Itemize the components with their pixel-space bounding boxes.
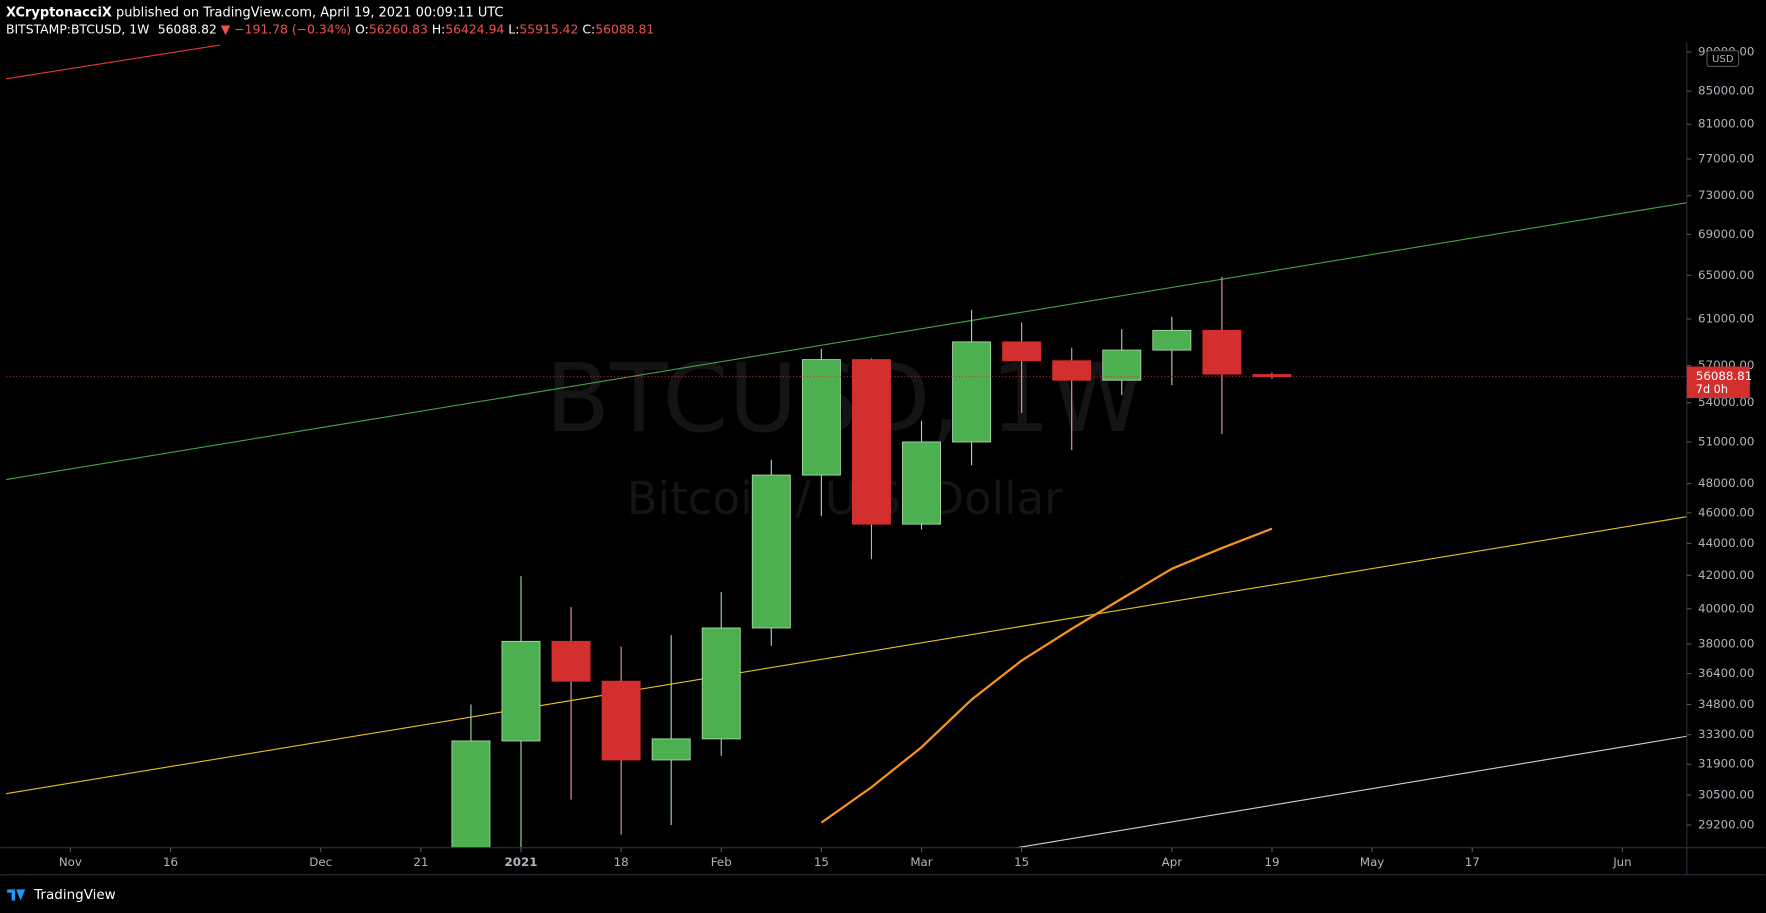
h-value: 56424.94 — [445, 22, 504, 36]
x-tick-label: 17 — [1465, 855, 1480, 869]
y-tick-label: 54000.00 — [1698, 395, 1754, 409]
y-tick-label: 33300.00 — [1698, 727, 1754, 741]
trend-line — [6, 202, 1687, 481]
symbol: BITSTAMP:BTCUSD, 1W — [6, 22, 149, 36]
candle-body — [1152, 329, 1192, 351]
candle-body — [1052, 360, 1092, 381]
change: ▼ −191.78 (−0.34%) — [221, 22, 351, 36]
y-tick-label: 69000.00 — [1698, 227, 1754, 241]
x-tick-label: 16 — [163, 855, 178, 869]
x-tick-label: 18 — [614, 855, 629, 869]
currency-box — [1706, 50, 1740, 67]
c-value: 56088.81 — [595, 22, 654, 36]
x-tick-label: May — [1360, 855, 1384, 869]
candle-body — [902, 441, 941, 525]
y-tick-label: 30500.00 — [1698, 788, 1754, 802]
candle-body — [451, 740, 491, 848]
axes: 90000.0085000.0081000.0077000.0073000.00… — [59, 44, 1755, 868]
candle-body — [551, 640, 591, 682]
x-tick-label: Jun — [1612, 855, 1631, 869]
y-tick-label: 31900.00 — [1698, 757, 1754, 771]
candle-body — [952, 341, 992, 443]
countdown: 7d 0h — [1696, 383, 1728, 396]
candle-body — [651, 738, 691, 761]
y-tick-label: 51000.00 — [1698, 434, 1754, 448]
x-tick-label: 21 — [413, 855, 428, 869]
y-tick-label: 38000.00 — [1698, 637, 1754, 651]
candle-body — [751, 474, 791, 629]
l-value: 55915.42 — [519, 22, 578, 36]
candle-body — [851, 359, 891, 525]
y-tick-label: 81000.00 — [1698, 117, 1754, 131]
x-tick-label: Mar — [910, 855, 932, 869]
l-label: L: — [508, 22, 519, 36]
x-tick-label: 15 — [1014, 855, 1029, 869]
drawings — [6, 44, 1687, 848]
y-tick-label: 77000.00 — [1698, 152, 1754, 166]
price-tag — [1686, 366, 1750, 399]
moving-average — [820, 527, 1273, 824]
author: XCryptonacciX — [6, 5, 112, 20]
trend-line — [1016, 735, 1687, 848]
candle-body — [1202, 329, 1242, 375]
x-tick-label: 19 — [1264, 855, 1279, 869]
trend-line — [6, 516, 1687, 795]
y-tick-label: 36400.00 — [1698, 666, 1754, 680]
logo — [7, 889, 26, 901]
y-tick-label: 44000.00 — [1698, 536, 1754, 550]
o-label: O: — [355, 22, 369, 36]
y-tick-label: 29200.00 — [1698, 817, 1754, 831]
candle-body — [801, 359, 841, 476]
y-tick-label: 40000.00 — [1698, 601, 1754, 615]
candle-body — [501, 640, 541, 742]
y-tick-label: 61000.00 — [1698, 312, 1754, 326]
x-tick-label: Dec — [309, 855, 332, 869]
o-value: 56260.83 — [369, 22, 428, 36]
watermark-sub: Bitcoin / U.S. Dollar — [627, 472, 1063, 525]
candle-body — [601, 680, 641, 761]
candle-body — [1102, 349, 1142, 381]
watermark: BTCUSD, 1W — [545, 344, 1144, 454]
last-price: 56088.82 — [158, 22, 217, 36]
y-tick-label: 85000.00 — [1698, 84, 1754, 98]
y-tick-label: 73000.00 — [1698, 188, 1754, 202]
y-tick-label: 65000.00 — [1698, 268, 1754, 282]
header-line1: XCryptonacciX published on TradingView.c… — [6, 5, 503, 20]
y-tick-label: 48000.00 — [1698, 476, 1754, 490]
header-line2: BITSTAMP:BTCUSD, 1W 56088.82 ▼ −191.78 (… — [6, 22, 654, 36]
candle-body — [1252, 374, 1292, 378]
x-tick-label: Apr — [1162, 855, 1183, 869]
candle-body — [701, 627, 741, 740]
y-tick-label: 34800.00 — [1698, 697, 1754, 711]
plot — [6, 276, 1687, 848]
trend-line — [6, 44, 221, 80]
c-label: C: — [582, 22, 595, 36]
published: published on TradingView.com, April 19, … — [112, 5, 504, 20]
candle-body — [1002, 341, 1042, 362]
x-tick-label: Nov — [59, 855, 82, 869]
y-tick-label: 42000.00 — [1698, 568, 1754, 582]
h-label: H: — [432, 22, 445, 36]
currency: USD — [1712, 54, 1734, 65]
price-tag-value: 56088.81 — [1696, 369, 1752, 383]
x-tick-label: Feb — [711, 855, 732, 869]
x-tick-label: 2021 — [505, 855, 538, 869]
x-tick-label: 15 — [814, 855, 829, 869]
y-tick-label: 46000.00 — [1698, 505, 1754, 519]
footer-brand: TradingView — [33, 887, 116, 903]
